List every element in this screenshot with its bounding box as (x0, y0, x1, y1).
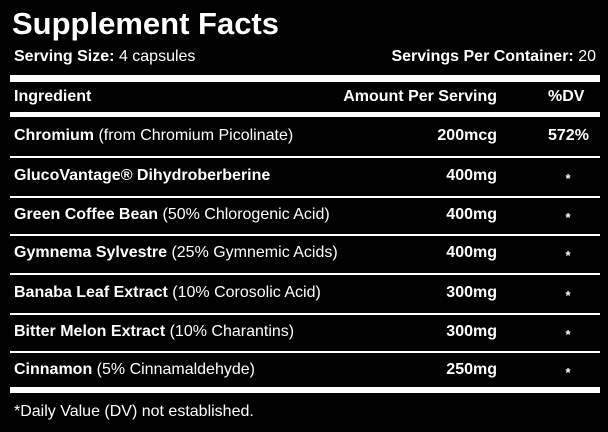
column-header: %DV (548, 88, 585, 105)
row-rule (10, 234, 600, 236)
daily-value: * (565, 248, 571, 263)
serving-size-value: 4 capsules (118, 48, 196, 65)
ingredient-detail: (50% Chlorogenic Acid) (162, 206, 330, 223)
amount: 200mcg (437, 127, 497, 144)
ingredient-detail: (10% Charantins) (169, 323, 295, 340)
column-header: Amount Per Serving (343, 88, 497, 105)
ingredient-detail: (5% Cinnamaldehyde) (96, 361, 255, 378)
amount: 250mg (446, 361, 497, 378)
ingredient: Banaba Leaf Extract (10% Corosolic Acid) (14, 285, 321, 301)
ingredient-name: Bitter Melon Extract (14, 323, 166, 340)
ingredient-name: Cinnamon (14, 361, 93, 378)
daily-value: 572% (548, 127, 589, 144)
ingredient: Green Coffee Bean (50% Chlorogenic Acid) (14, 207, 330, 223)
row-rule (10, 351, 600, 353)
amount: 400mg (446, 244, 497, 261)
ingredient-name: Green Coffee Bean (14, 206, 159, 223)
ingredient: Bitter Melon Extract (10% Charantins) (14, 324, 294, 340)
row-rule (10, 273, 600, 275)
column-header: Ingredient (14, 88, 92, 105)
serving-size-label: Serving Size: (14, 48, 115, 65)
daily-value: * (565, 288, 571, 303)
amount: 400mg (446, 206, 497, 223)
row-rule (10, 156, 600, 158)
amount: 400mg (446, 167, 497, 184)
ingredient-name: GlucoVantage® Dihydroberberine (14, 167, 271, 184)
row-rule (10, 195, 600, 198)
ingredient-detail: (25% Gymnemic Acids) (171, 244, 338, 261)
row-rule (10, 312, 600, 315)
thick-rule (10, 75, 600, 82)
ingredient-detail: (10% Corosolic Acid) (172, 284, 321, 301)
servings-value: 20 (578, 48, 596, 65)
serving-size: Serving Size: 4 capsules (14, 49, 195, 65)
ingredient: Gymnema Sylvestre (25% Gymnemic Acids) (14, 245, 338, 261)
ingredient: Cinnamon (5% Cinnamaldehyde) (14, 362, 255, 378)
servings: Servings Per Container: 20 (391, 49, 596, 65)
ingredient-detail: (from Chromium Picolinate) (98, 127, 294, 144)
ingredient-name: Gymnema Sylvestre (14, 244, 167, 261)
ingredient: Chromium (from Chromium Picolinate) (14, 128, 293, 144)
title: Supplement Facts (12, 6, 279, 41)
amount: 300mg (446, 284, 497, 301)
ingredient: GlucoVantage® Dihydroberberine (14, 168, 270, 184)
ingredient-name: Banaba Leaf Extract (14, 284, 168, 301)
daily-value: * (565, 210, 571, 225)
daily-value: * (565, 365, 571, 380)
thick-rule (10, 112, 600, 117)
daily-value: * (565, 171, 571, 186)
footnote: *Daily Value (DV) not established. (14, 403, 254, 420)
ingredient-name: Chromium (14, 127, 94, 144)
amount: 300mg (446, 323, 497, 340)
thick-rule (10, 387, 600, 393)
daily-value: * (565, 327, 571, 342)
servings-label: Servings Per Container: (391, 48, 574, 65)
